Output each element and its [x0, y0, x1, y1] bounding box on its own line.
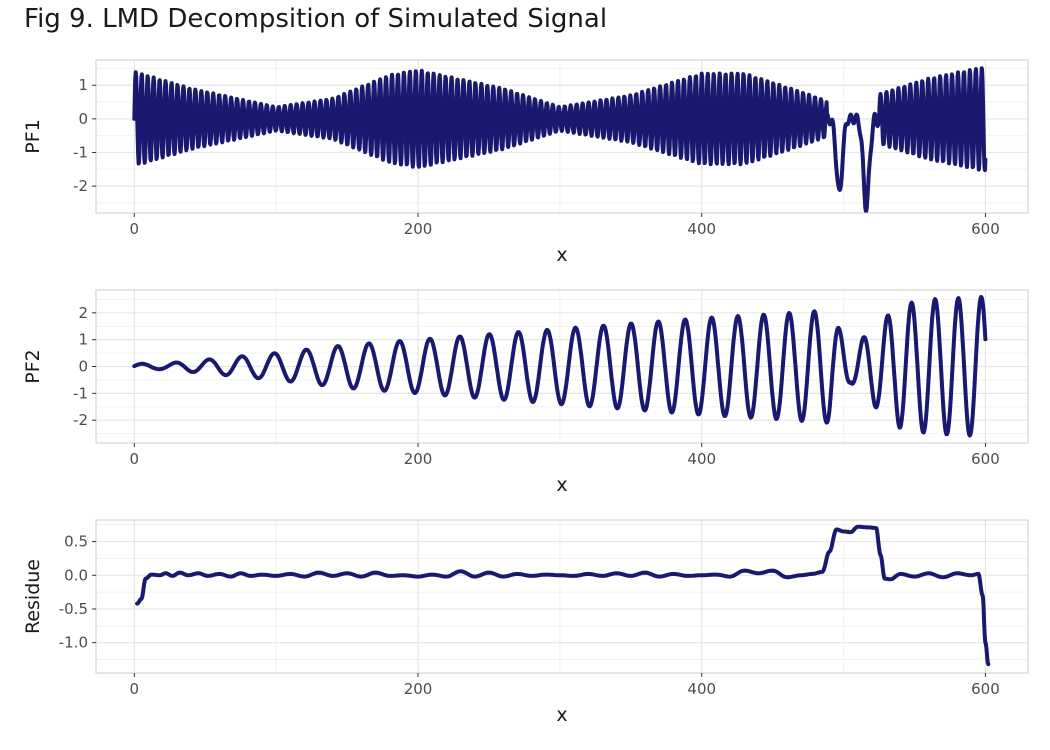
x-tick-label: 600	[971, 680, 1000, 698]
chart-title: Fig 9. LMD Decompsition of Simulated Sig…	[24, 4, 608, 34]
y-tick-label: 0.5	[64, 533, 88, 551]
y-tick-label: 1	[78, 331, 88, 349]
y-tick-label: 0	[78, 110, 88, 128]
x-axis-title: x	[556, 474, 567, 496]
y-tick-label: 2	[78, 304, 88, 322]
x-tick-label: 200	[404, 450, 433, 468]
panel-residue: 0 200 400 600 0.5 0.0 -0.5 -1.0 x Residue	[22, 519, 1029, 726]
y-tick-label: -1	[73, 143, 88, 161]
series-line-residue	[135, 524, 991, 667]
x-tick-label: 400	[687, 680, 716, 698]
x-tick-label: 400	[687, 220, 716, 238]
y-tick-label: -2	[73, 411, 88, 429]
y-axis-title: Residue	[22, 559, 44, 634]
x-tick-label: 0	[130, 680, 140, 698]
panel-pf2: 0 200 400 600 2 1 0 -1 -2 x PF2	[22, 289, 1029, 496]
y-tick-label: -1.0	[59, 634, 88, 652]
series-line-pf1	[132, 66, 988, 213]
x-tick-label: 600	[971, 220, 1000, 238]
x-axis-title: x	[556, 704, 567, 726]
y-axis-title: PF2	[22, 349, 44, 383]
y-tick-label: -2	[73, 177, 88, 195]
x-tick-label: 200	[404, 680, 433, 698]
y-tick-label: 0.0	[64, 566, 88, 584]
x-axis-title: x	[556, 244, 567, 266]
x-tick-label: 0	[130, 450, 140, 468]
y-axis-title: PF1	[22, 119, 44, 153]
y-tick-label: 1	[78, 76, 88, 94]
y-tick-label: 0	[78, 358, 88, 376]
y-tick-label: -0.5	[59, 600, 88, 618]
x-tick-label: 400	[687, 450, 716, 468]
x-tick-label: 600	[971, 450, 1000, 468]
y-tick-label: -1	[73, 384, 88, 402]
panel-pf1: 0 200 400 600 1 0 -1 -2 x PF1	[22, 59, 1029, 266]
x-tick-label: 0	[130, 220, 140, 238]
x-tick-label: 200	[404, 220, 433, 238]
panel-border	[95, 519, 1029, 674]
series-line-pf2	[132, 294, 988, 438]
panel-border	[95, 59, 1029, 214]
